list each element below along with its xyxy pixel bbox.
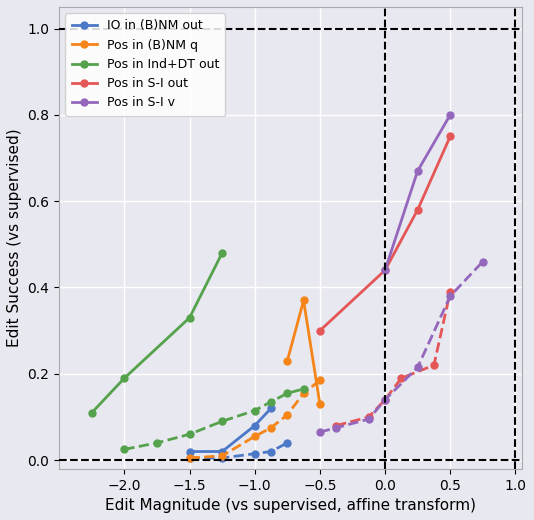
Y-axis label: Edit Success (vs supervised): Edit Success (vs supervised) — [7, 128, 22, 347]
X-axis label: Edit Magnitude (vs supervised, affine transform): Edit Magnitude (vs supervised, affine tr… — [105, 498, 476, 513]
Legend: IO in (B)NM out, Pos in (B)NM q, Pos in Ind+DT out, Pos in S-I out, Pos in S-I v: IO in (B)NM out, Pos in (B)NM q, Pos in … — [66, 13, 225, 115]
